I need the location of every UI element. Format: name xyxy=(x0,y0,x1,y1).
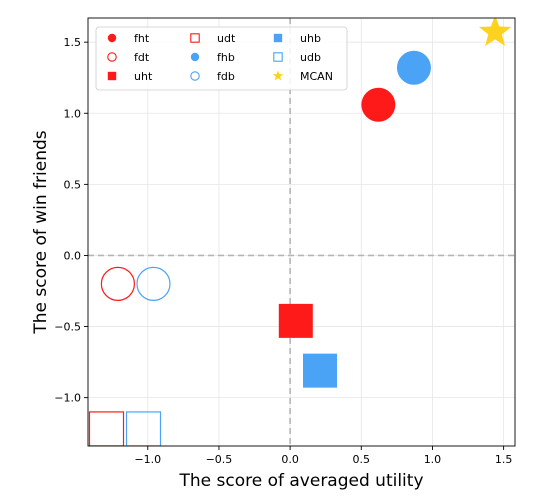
legend-marker-fhb xyxy=(190,52,200,62)
legend-label-fhb: fhb xyxy=(217,51,235,64)
data-point-fhb xyxy=(396,50,431,85)
y-tick-label: −1.0 xyxy=(54,392,81,405)
axis-ticks: −1.0 −0.5 0.0 0.5 1.0 1.5 −1.0 −0.5 0.0 0.5 1.0 1.5 xyxy=(54,36,512,466)
x-tick-label: −1.0 xyxy=(134,453,161,466)
x-tick-label: 0.5 xyxy=(353,453,371,466)
data-point-udb xyxy=(125,411,162,446)
legend-label-uhb: uhb xyxy=(300,32,321,45)
x-axis-label: The score of averaged utility xyxy=(178,471,423,491)
legend-marker-uht xyxy=(107,71,117,81)
y-axis-label: The score of win friends xyxy=(31,130,51,334)
legend-item-fdb: fdb xyxy=(190,70,235,83)
data-point-fht xyxy=(361,87,396,122)
data-point-uht xyxy=(278,303,313,338)
legend-marker-uhb xyxy=(273,33,283,43)
y-tick-label: 1.0 xyxy=(64,107,82,120)
legend-item-uht: uht xyxy=(107,70,153,83)
y-tick-label: −0.5 xyxy=(54,321,81,334)
legend-marker-udb xyxy=(273,52,283,62)
x-tick-label: 1.0 xyxy=(424,453,442,466)
data-point-udt xyxy=(88,411,125,446)
legend-item-udb: udb xyxy=(273,51,321,64)
legend-item-fht: fht xyxy=(107,32,150,45)
legend-item-MCAN: MCAN xyxy=(272,70,333,83)
legend-label-MCAN: MCAN xyxy=(300,70,333,83)
y-tick-label: 0.5 xyxy=(64,178,82,191)
data-point-fdt xyxy=(100,266,135,302)
plot-frame xyxy=(87,17,516,447)
y-tick-label: 0.0 xyxy=(64,249,82,262)
legend-marker-udt xyxy=(190,33,200,43)
legend-label-uht: uht xyxy=(134,70,153,83)
legend-marker-fdb xyxy=(190,71,200,81)
x-tick-label: −0.5 xyxy=(206,453,233,466)
legend-item-udt: udt xyxy=(190,32,236,45)
data-point-fdb xyxy=(136,266,171,302)
legend-label-udb: udb xyxy=(300,51,321,64)
legend-label-udt: udt xyxy=(217,32,236,45)
legend-label-fht: fht xyxy=(134,32,150,45)
legend-item-fdt: fdt xyxy=(107,51,150,64)
data-point-uhb xyxy=(303,353,338,388)
x-tick-label: 1.5 xyxy=(495,453,513,466)
legend-label-fdt: fdt xyxy=(134,51,150,64)
data-marks xyxy=(88,18,512,446)
y-tick-label: 1.5 xyxy=(64,36,82,49)
legend: fht fdt uht udt fhb fdb uhb udb MCAN xyxy=(95,26,348,91)
legend-marker-fdt xyxy=(107,52,117,62)
legend-label-fdb: fdb xyxy=(217,70,235,83)
legend-marker-fht xyxy=(107,33,117,43)
legend-item-fhb: fhb xyxy=(190,51,235,64)
legend-marker-MCAN xyxy=(272,70,284,81)
legend-item-uhb: uhb xyxy=(273,32,321,45)
data-point-MCAN xyxy=(478,18,512,46)
legend-box xyxy=(95,26,348,91)
x-tick-label: 0.0 xyxy=(281,453,299,466)
